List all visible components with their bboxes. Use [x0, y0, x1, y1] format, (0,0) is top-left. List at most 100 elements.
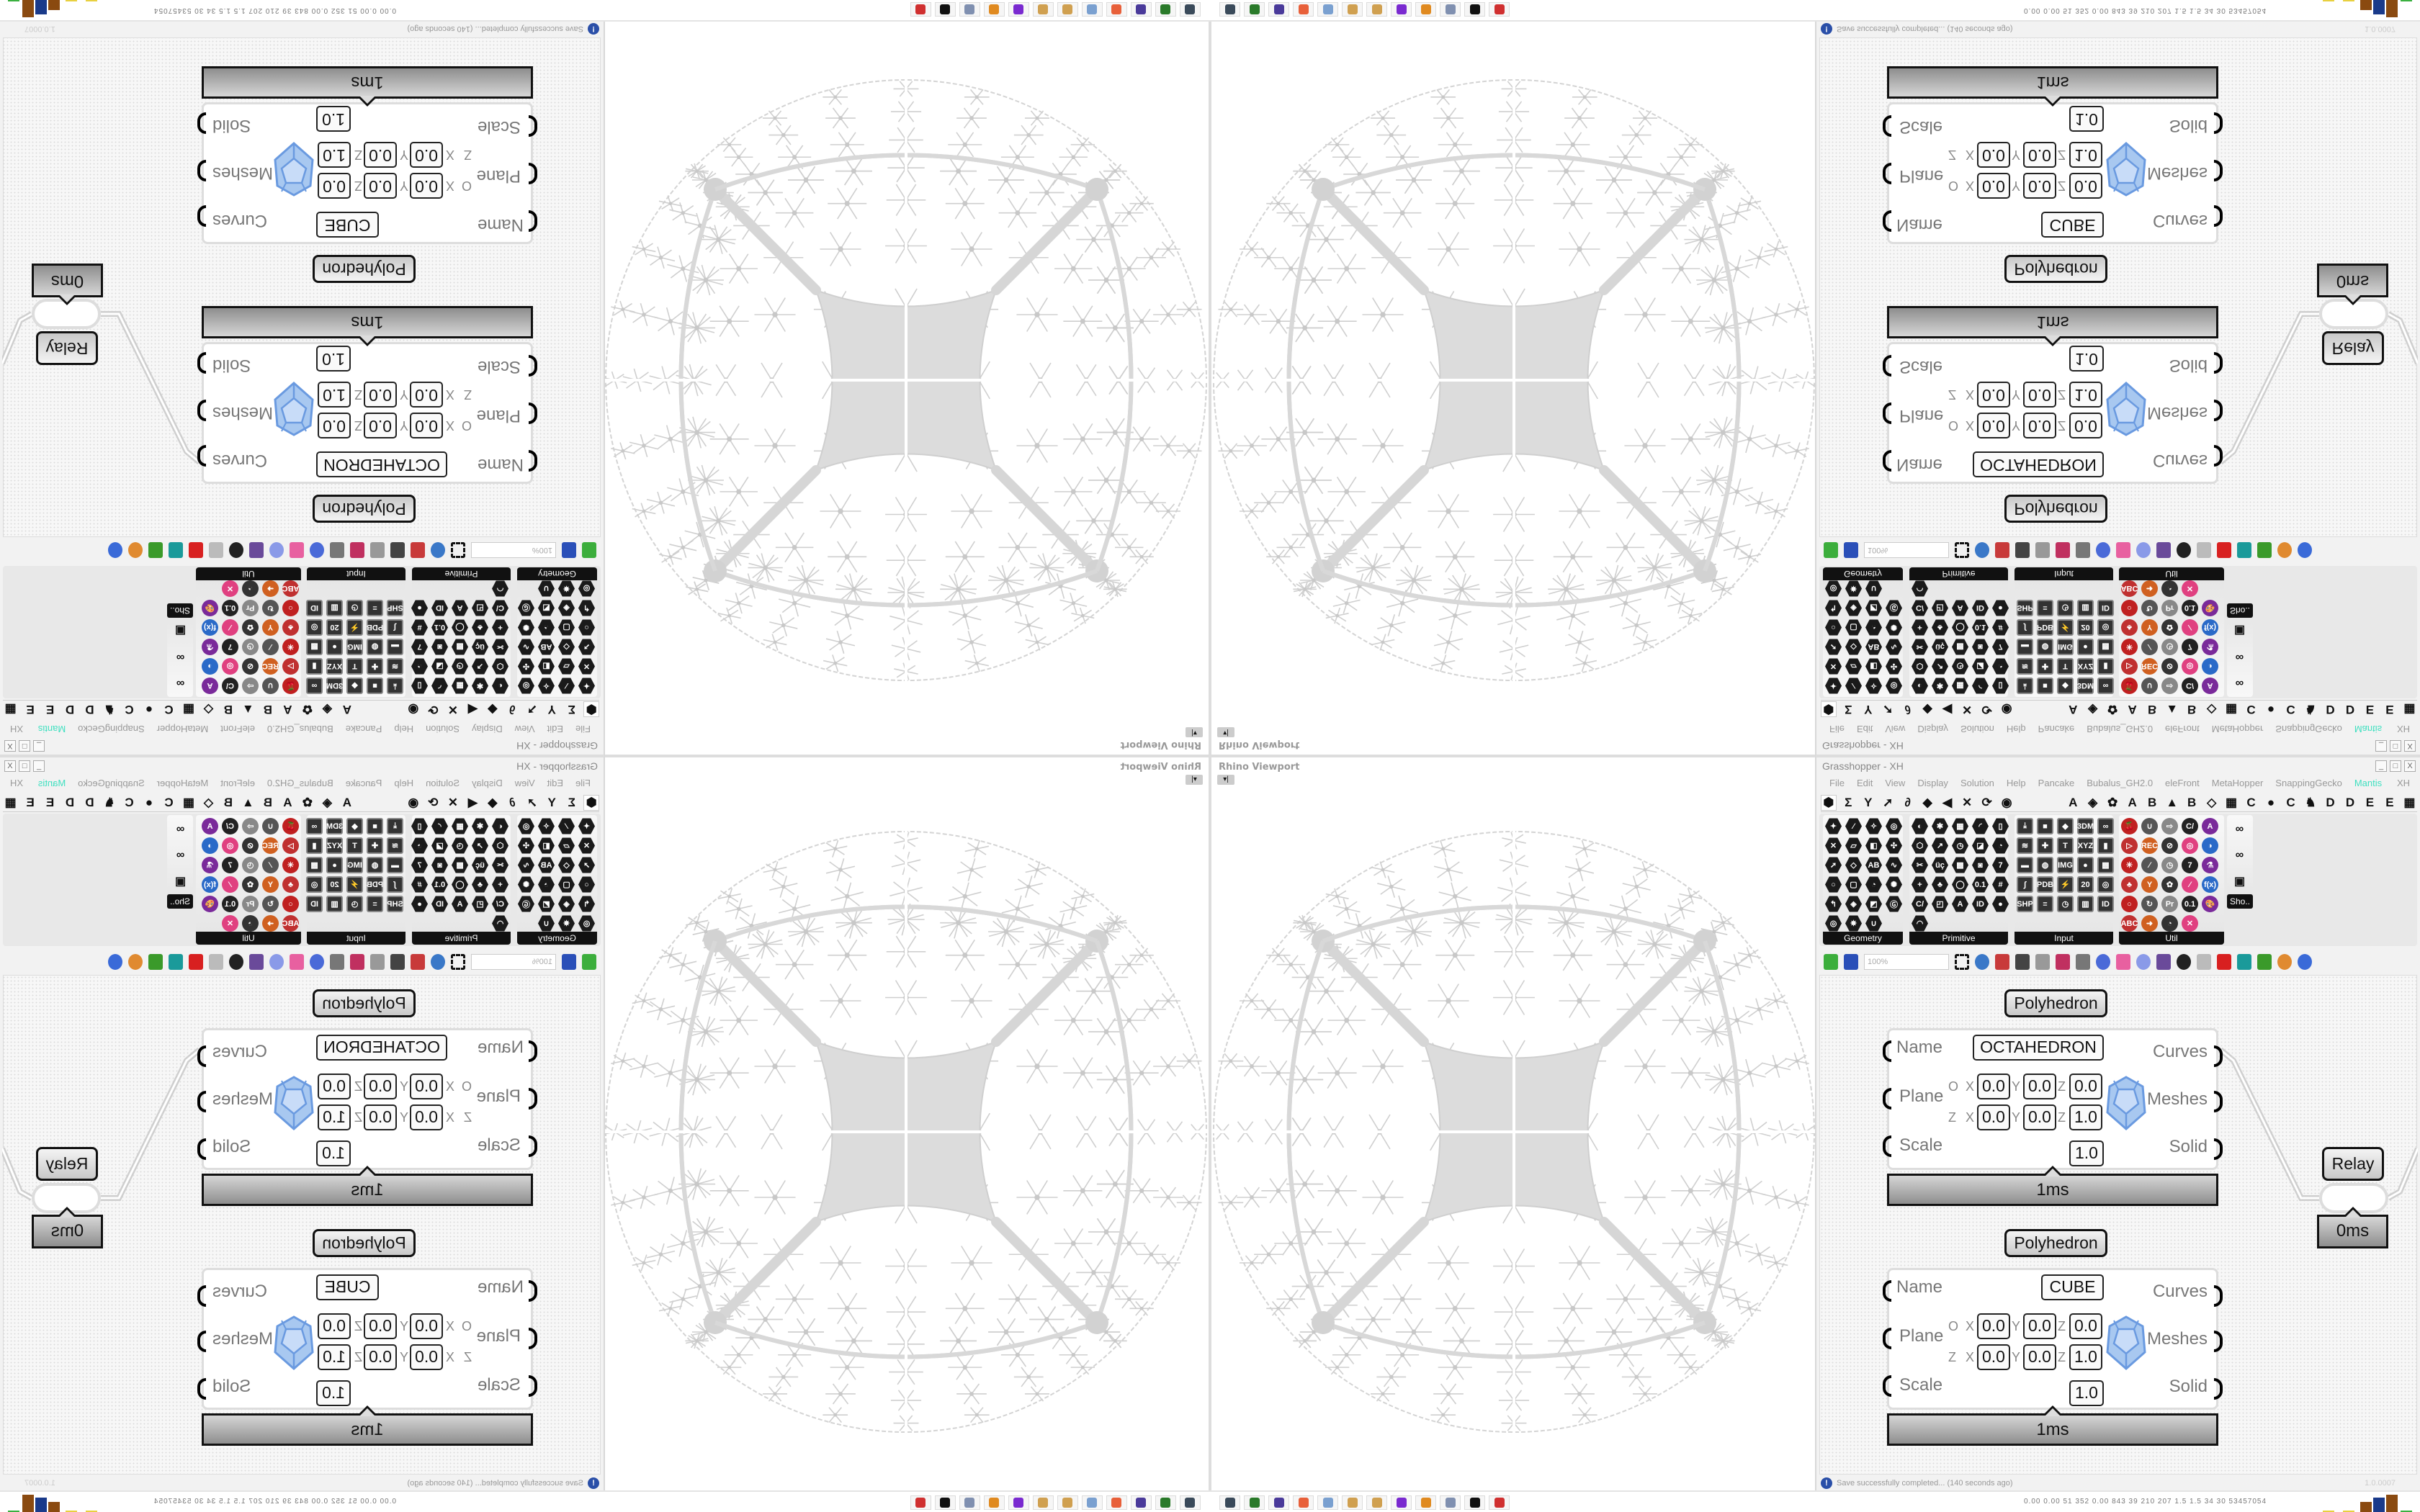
display-mode-icon[interactable]: [2177, 954, 2191, 970]
taskbar-bug-tool-icon[interactable]: [1489, 1495, 1510, 1510]
component-icon[interactable]: ↰: [578, 896, 595, 912]
wire-icon[interactable]: [249, 954, 264, 970]
tab-icon[interactable]: E: [2385, 795, 2394, 809]
menu-elefront[interactable]: eleFront: [220, 778, 255, 788]
tab-icon[interactable]: Y: [1864, 795, 1873, 809]
component-icon[interactable]: ID: [306, 896, 323, 912]
tab-icon[interactable]: ◈: [322, 795, 332, 809]
output-port-meshes[interactable]: [2214, 1331, 2223, 1352]
menu-mantis[interactable]: Mantis: [2354, 778, 2383, 788]
zoom-level-field[interactable]: 100%: [1864, 954, 1949, 970]
tab-icon[interactable]: ▦: [2226, 795, 2238, 809]
component-icon[interactable]: #: [411, 876, 428, 893]
output-port-meshes[interactable]: [2214, 1091, 2223, 1112]
component-icon[interactable]: ✂: [1912, 857, 1928, 873]
component-icon[interactable]: ∪: [538, 915, 555, 932]
output-port-solid[interactable]: [2214, 1378, 2223, 1400]
input-port-scale[interactable]: [1883, 1375, 1891, 1397]
component-icon[interactable]: 🎨: [202, 896, 218, 912]
component-icon[interactable]: A: [202, 818, 218, 834]
close-button[interactable]: X: [4, 760, 16, 772]
component-icon[interactable]: ✕: [2182, 915, 2198, 932]
component-icon[interactable]: ∞: [2235, 848, 2244, 861]
component-icon[interactable]: ✣: [518, 837, 534, 854]
component-icon[interactable]: Pr: [2161, 896, 2178, 912]
output-port-curves[interactable]: [2214, 1285, 2223, 1307]
coordinate-field[interactable]: 0.0: [364, 1074, 397, 1099]
component-icon[interactable]: ■: [367, 818, 383, 834]
component-icon[interactable]: ◆: [2057, 818, 2074, 834]
scale-value-field[interactable]: 1.0: [2069, 1140, 2104, 1166]
component-icon[interactable]: ▩: [306, 857, 323, 873]
ribbon-group-label[interactable]: Primitive: [1909, 932, 2008, 945]
component-icon[interactable]: ▱: [1845, 837, 1862, 854]
component-icon[interactable]: C/: [2182, 818, 2198, 834]
component-icon[interactable]: ⊘: [2161, 837, 2178, 854]
coordinate-field[interactable]: 0.0: [410, 1313, 443, 1339]
wire-icon[interactable]: [2156, 954, 2171, 970]
component-icon[interactable]: ✿: [2161, 876, 2178, 893]
coordinate-field[interactable]: 0.0: [410, 1104, 443, 1130]
component-icon[interactable]: f(x): [202, 876, 218, 893]
tab-icon[interactable]: ▦: [4, 795, 17, 809]
component-icon[interactable]: PDB: [367, 876, 383, 893]
menu-elefront[interactable]: eleFront: [2165, 778, 2200, 788]
taskbar-terminal-icon[interactable]: [1244, 1495, 1265, 1510]
tab-icon[interactable]: C: [2286, 795, 2295, 809]
component-icon[interactable]: 0.1: [431, 876, 448, 893]
component-icon[interactable]: ∞: [306, 818, 323, 834]
component-icon[interactable]: ◔: [538, 876, 555, 893]
tab-icon[interactable]: ▲: [241, 795, 254, 809]
viewport-menu-button[interactable]: ▾|: [1217, 775, 1234, 785]
ribbon-group-label[interactable]: Util: [2119, 932, 2224, 945]
component-icon[interactable]: üç: [472, 857, 488, 873]
tab-icon[interactable]: ▦: [2403, 795, 2416, 809]
component-icon[interactable]: ▦: [452, 818, 468, 834]
component-icon[interactable]: ◔: [1865, 876, 1882, 893]
component-icon[interactable]: üç: [1932, 857, 1948, 873]
component-icon[interactable]: ∕: [262, 857, 279, 873]
component-icon[interactable]: ∿: [518, 857, 534, 873]
component-icon[interactable]: ID: [431, 896, 448, 912]
coordinate-field[interactable]: 0.0: [1977, 1104, 2010, 1130]
component-icon[interactable]: +: [1912, 876, 1928, 893]
component-icon[interactable]: ✳: [282, 857, 299, 873]
ribbon-group-label[interactable]: Input: [307, 932, 405, 945]
tab-icon[interactable]: ➚: [1883, 795, 1894, 809]
component-body[interactable]: Name Plane Scale Curves Meshes Solid CUBE O X 0.0…: [197, 1268, 537, 1410]
taskbar-paint-icon[interactable]: [1366, 1495, 1387, 1510]
group-icon[interactable]: [370, 954, 385, 970]
tab-icon[interactable]: C: [2246, 795, 2256, 809]
component-icon[interactable]: ◑: [202, 837, 218, 854]
menu-edit[interactable]: Edit: [547, 778, 564, 788]
menu-solution[interactable]: Solution: [1960, 778, 1994, 788]
component-icon[interactable]: C/: [492, 896, 508, 912]
preview-settings-icon[interactable]: [108, 954, 122, 970]
bake-icon[interactable]: [2015, 954, 2030, 970]
taskbar-firefox-icon[interactable]: [1106, 1495, 1127, 1510]
menu-bubalus-gh2-0[interactable]: Bubalus_GH2.0: [266, 778, 333, 788]
component-icon[interactable]: 3DM: [2077, 818, 2094, 834]
taskbar-paint-icon[interactable]: [1057, 1495, 1078, 1510]
gha-icon[interactable]: [2056, 954, 2070, 970]
taskbar-calculator-icon[interactable]: [1082, 1495, 1103, 1510]
tab-icon[interactable]: D: [2326, 795, 2335, 809]
bulb-icon[interactable]: [269, 954, 284, 970]
component-icon[interactable]: ◔: [1992, 837, 2009, 854]
component-icon[interactable]: ▥: [2077, 896, 2094, 912]
component-icon[interactable]: f(x): [2202, 876, 2218, 893]
component-title[interactable]: Polyhedron: [2004, 989, 2107, 1017]
component-icon[interactable]: 7: [1992, 857, 2009, 873]
component-icon[interactable]: Ⓖ: [518, 896, 534, 912]
tab-icon[interactable]: E: [2365, 795, 2375, 809]
component-icon[interactable]: ⚡: [346, 876, 363, 893]
component-icon[interactable]: #: [1992, 876, 2009, 893]
component-icon[interactable]: C/: [1912, 896, 1928, 912]
component-icon[interactable]: ◷: [346, 896, 363, 912]
component-icon[interactable]: ◍: [2037, 857, 2053, 873]
sketch-pen-icon[interactable]: [1995, 954, 2009, 970]
display-mode-icon[interactable]: [229, 954, 243, 970]
component-icon[interactable]: ♣: [472, 876, 488, 893]
taskbar-notes-icon[interactable]: [1440, 1495, 1461, 1510]
component-icon[interactable]: AB: [538, 857, 555, 873]
